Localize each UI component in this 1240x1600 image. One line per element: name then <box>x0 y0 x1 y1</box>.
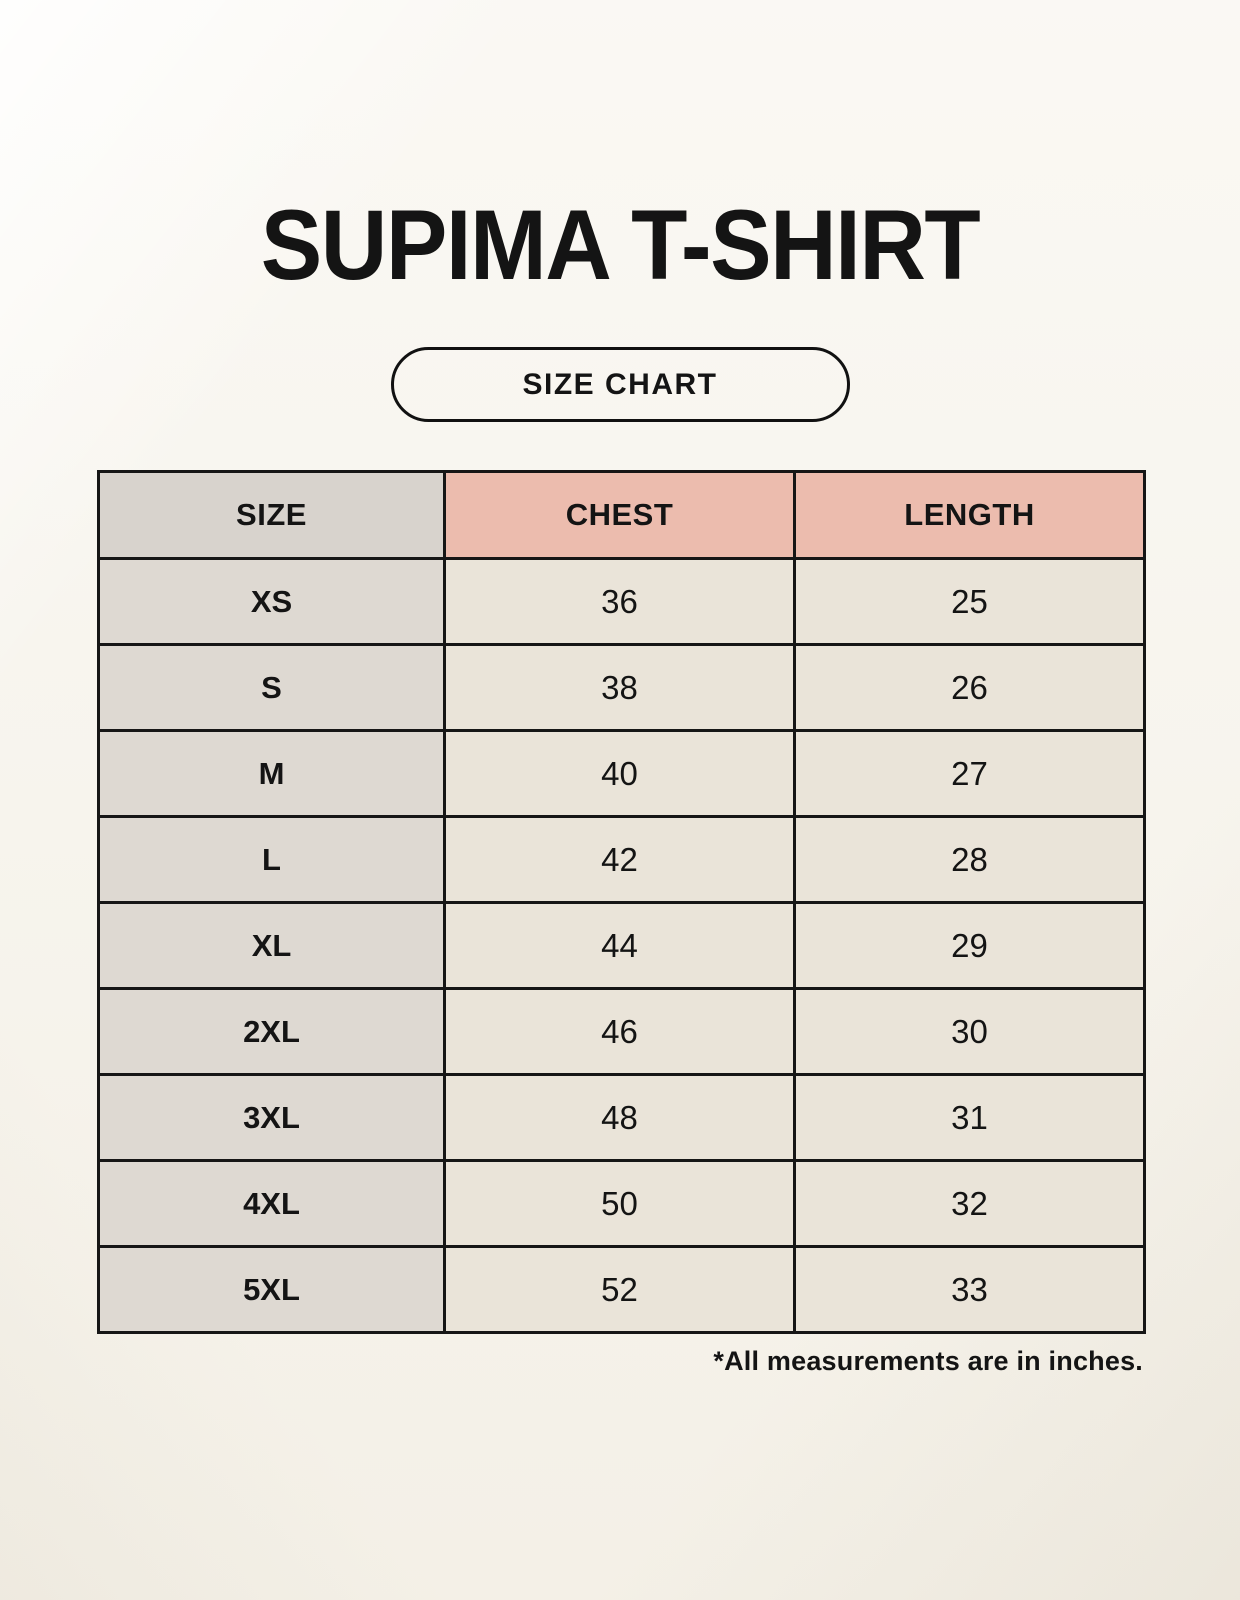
size-label: 3XL <box>97 1073 446 1162</box>
size-chart-badge: SIZE CHART <box>390 347 850 422</box>
size-label: L <box>97 815 446 904</box>
length-value: 28 <box>793 815 1146 904</box>
measurements-footnote: *All measurements are in inches. <box>713 1346 1143 1376</box>
size-label: 5XL <box>97 1245 446 1334</box>
chest-value: 38 <box>443 643 796 732</box>
length-value: 25 <box>793 557 1146 646</box>
size-label: XS <box>97 557 446 646</box>
size-label: M <box>97 729 446 818</box>
table-row: XS 36 25 <box>97 557 1146 646</box>
chest-value: 36 <box>443 557 796 646</box>
length-value: 26 <box>793 643 1146 732</box>
size-chart-badge-label: SIZE CHART <box>522 367 718 401</box>
length-value: 27 <box>793 729 1146 818</box>
column-header-length: LENGTH <box>793 470 1146 560</box>
length-value: 33 <box>793 1245 1146 1334</box>
chest-value: 42 <box>443 815 796 904</box>
table-row: L 42 28 <box>97 815 1146 904</box>
table-row: 4XL 50 32 <box>97 1159 1146 1248</box>
table-row: XL 44 29 <box>97 901 1146 990</box>
chest-value: 52 <box>443 1245 796 1334</box>
size-label: 2XL <box>97 987 446 1076</box>
chest-value: 46 <box>443 987 796 1076</box>
size-label: S <box>97 643 446 732</box>
length-value: 32 <box>793 1159 1146 1248</box>
chest-value: 50 <box>443 1159 796 1248</box>
length-value: 31 <box>793 1073 1146 1162</box>
table-row: S 38 26 <box>97 643 1146 732</box>
table-row: 5XL 52 33 <box>97 1245 1146 1334</box>
page-title: SUPIMA T-SHIRT <box>260 189 981 301</box>
size-chart-page: SUPIMA T-SHIRT SIZE CHART SIZE CHEST LEN… <box>97 0 1146 1377</box>
length-value: 29 <box>793 901 1146 990</box>
column-header-size: SIZE <box>97 470 446 560</box>
table-row: M 40 27 <box>97 729 1146 818</box>
size-chart-table: SIZE CHEST LENGTH XS 36 25 S 38 26 M 40 … <box>97 470 1146 1334</box>
table-row: 3XL 48 31 <box>97 1073 1146 1162</box>
table-header-row: SIZE CHEST LENGTH <box>97 470 1146 560</box>
table-row: 2XL 46 30 <box>97 987 1146 1076</box>
chest-value: 44 <box>443 901 796 990</box>
size-label: XL <box>97 901 446 990</box>
column-header-chest: CHEST <box>443 470 796 560</box>
length-value: 30 <box>793 987 1146 1076</box>
chest-value: 48 <box>443 1073 796 1162</box>
chest-value: 40 <box>443 729 796 818</box>
size-label: 4XL <box>97 1159 446 1248</box>
